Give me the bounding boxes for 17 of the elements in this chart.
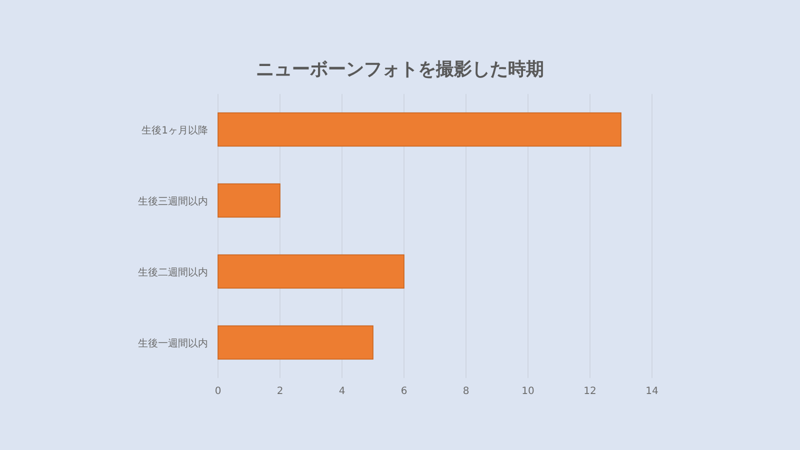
x-tick-label: 0 xyxy=(214,386,222,397)
chart-title: ニューボーンフォトを撮影した時期 xyxy=(256,59,544,80)
bar xyxy=(218,183,280,218)
bar xyxy=(218,112,622,147)
x-tick-label: 14 xyxy=(646,386,658,397)
y-tick-label: 生後二週間以内 xyxy=(138,266,208,278)
y-tick-label: 生後1ヶ月以降 xyxy=(142,124,208,136)
x-tick-label: 2 xyxy=(276,386,284,397)
x-tick-label: 10 xyxy=(522,386,534,397)
x-tick-label: 4 xyxy=(338,386,346,397)
x-tick-label: 6 xyxy=(400,386,408,397)
y-tick-label: 生後三週間以内 xyxy=(138,196,208,208)
bar xyxy=(218,254,404,289)
y-tick-label: 生後一週間以内 xyxy=(138,338,208,350)
bar xyxy=(218,325,374,360)
x-tick-label: 12 xyxy=(584,386,596,397)
x-tick-label: 8 xyxy=(462,386,470,397)
